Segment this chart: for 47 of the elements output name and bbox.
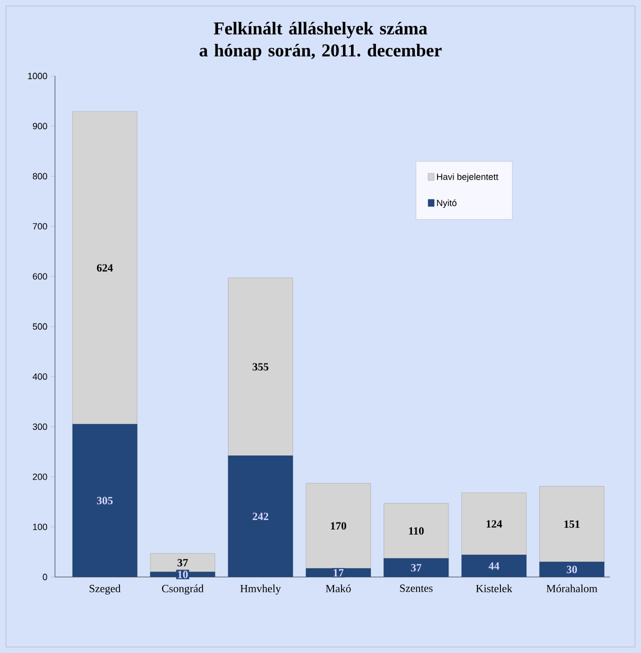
bar (72, 111, 138, 424)
x-tick-label: Mórahalom (546, 584, 598, 592)
bar (384, 503, 449, 559)
data-label: 305 (96, 496, 113, 504)
data-label: 110 (409, 527, 424, 535)
bar (384, 558, 449, 577)
bar (306, 483, 371, 569)
bar (228, 278, 294, 456)
data-label: 124 (486, 520, 502, 528)
data-label: 151 (564, 520, 580, 528)
y-tick-label: 200 (32, 474, 48, 480)
x-tick-label: Makó (326, 584, 351, 592)
bar (228, 456, 294, 577)
data-label: 44 (488, 562, 500, 570)
y-tick-label: 800 (32, 173, 48, 180)
data-label: 242 (252, 512, 268, 520)
data-label: 10 (178, 570, 188, 578)
data-label: 624 (96, 264, 113, 272)
y-tick-label: 1000 (28, 72, 48, 80)
y-tick-label: 500 (32, 323, 48, 330)
y-tick-label: 600 (32, 273, 48, 280)
legend-label: Havi bejelentett (437, 173, 498, 182)
x-tick-label: Csongrád (162, 584, 204, 595)
data-label: 37 (178, 559, 188, 566)
x-tick-label: Szeged (90, 584, 121, 595)
chart-title: Felkínált álláshelyek száma a hónap során, 2011. december (200, 22, 442, 60)
x-tick-label: Kistelek (476, 584, 512, 592)
y-tick-label: 300 (32, 424, 48, 430)
bar (539, 486, 604, 562)
x-tick-label: Szentes (400, 584, 433, 592)
y-tick-label: 700 (32, 223, 48, 230)
y-tick-label: 400 (32, 373, 48, 380)
x-tick-label: Hmvhely (240, 584, 281, 595)
y-tick-label: 100 (33, 524, 48, 530)
bar (72, 424, 138, 577)
bar (462, 554, 527, 577)
bar (462, 492, 527, 556)
y-tick-label: 900 (32, 122, 48, 130)
bar (150, 553, 216, 572)
data-label: 170 (330, 522, 346, 530)
bar (539, 562, 604, 577)
data-label: 355 (252, 363, 268, 371)
data-label: 30 (566, 566, 577, 574)
data-label: 17 (334, 569, 344, 576)
y-tick-label: 0 (42, 574, 48, 580)
data-label: 37 (411, 564, 422, 572)
legend-label: Nyitó (437, 199, 456, 208)
